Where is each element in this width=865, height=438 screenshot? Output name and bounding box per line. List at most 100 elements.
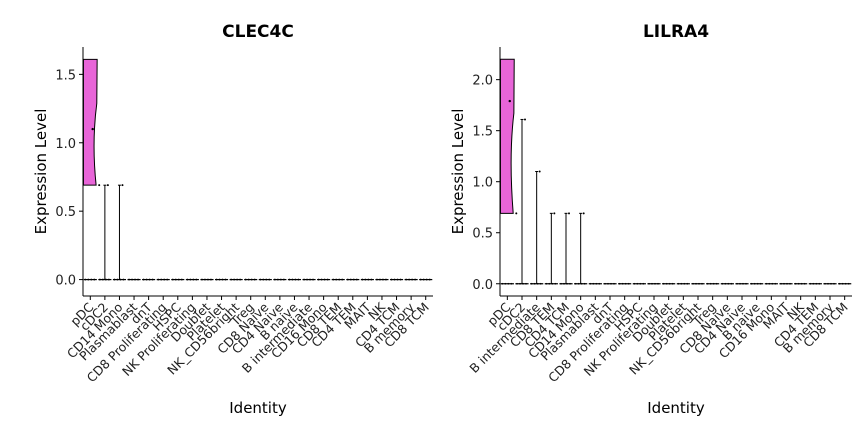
data-point — [515, 212, 518, 215]
data-point — [827, 282, 829, 285]
data-point — [780, 282, 782, 285]
data-point — [668, 282, 671, 285]
data-point — [651, 282, 653, 285]
data-point — [504, 282, 507, 285]
data-point — [250, 278, 253, 281]
data-point — [654, 282, 656, 285]
data-point — [399, 278, 402, 281]
chart-title: CLEC4C — [222, 22, 294, 42]
data-point — [87, 278, 90, 281]
data-point — [379, 278, 381, 281]
data-point — [636, 282, 639, 285]
data-point — [610, 282, 612, 285]
data-point — [530, 282, 533, 285]
data-point — [736, 282, 738, 285]
data-point — [582, 212, 585, 215]
data-point — [812, 282, 815, 285]
data-point — [309, 278, 311, 281]
data-point — [560, 282, 562, 285]
data-point — [346, 278, 349, 281]
data-point — [306, 278, 308, 281]
data-point — [730, 282, 733, 285]
data-point — [122, 278, 125, 281]
data-point — [507, 282, 510, 285]
data-point — [727, 282, 730, 285]
data-point — [163, 278, 166, 281]
data-point — [134, 278, 136, 281]
data-point — [709, 282, 712, 285]
y-tick-label: 0.5 — [472, 227, 493, 242]
data-point — [253, 278, 256, 281]
data-point — [553, 212, 556, 215]
data-point — [106, 184, 109, 187]
y-tick-label: 0.0 — [55, 274, 76, 289]
data-point — [142, 278, 145, 281]
violin-pdc — [82, 58, 98, 186]
data-point — [563, 282, 565, 285]
data-point — [624, 282, 627, 285]
data-point — [361, 278, 364, 281]
data-point — [501, 282, 504, 285]
data-point — [303, 278, 305, 281]
data-point — [218, 278, 221, 281]
chart-panel-clec4c: CLEC4C 0.0 0.5 1.0 1.5 Expression Level Identi… — [32, 22, 433, 417]
data-point — [692, 282, 694, 285]
data-point — [137, 278, 139, 281]
data-point — [195, 278, 198, 281]
data-point — [180, 278, 183, 281]
chart-panel-lilra4: LILRA4 0.0 0.5 1.0 1.5 2.0 Expression Level Ide… — [449, 22, 852, 417]
data-point — [201, 278, 203, 281]
data-point — [428, 278, 431, 281]
data-point — [551, 282, 554, 285]
data-point — [291, 278, 294, 281]
data-point — [745, 282, 747, 285]
data-point — [332, 278, 335, 281]
data-point — [422, 278, 425, 281]
data-point — [618, 282, 621, 285]
data-point — [98, 278, 101, 281]
data-point — [393, 278, 396, 281]
data-point — [554, 282, 557, 285]
data-point — [695, 282, 697, 285]
data-point — [268, 278, 271, 281]
data-point — [312, 278, 314, 281]
data-point — [282, 278, 285, 281]
y-tick-label: 1.0 — [472, 176, 493, 191]
data-point — [233, 278, 236, 281]
data-point — [192, 278, 195, 281]
data-point — [771, 282, 774, 285]
data-point — [204, 278, 206, 281]
data-point — [157, 278, 160, 281]
data-point — [131, 278, 133, 281]
data-point — [247, 278, 250, 281]
data-point — [288, 278, 291, 281]
data-point — [533, 282, 536, 285]
data-point — [171, 278, 174, 281]
data-point — [265, 278, 268, 281]
y-tick-label: 1.5 — [55, 68, 76, 83]
data-point — [189, 278, 192, 281]
data-point — [294, 278, 297, 281]
y-tick-label: 1.0 — [55, 137, 76, 152]
data-point — [701, 282, 703, 285]
data-point — [797, 282, 800, 285]
data-point — [230, 278, 233, 281]
data-point — [768, 282, 771, 285]
data-point — [320, 278, 323, 281]
violin-median-point — [508, 99, 511, 103]
x-axis-label: Identity — [229, 399, 287, 417]
data-point — [367, 278, 370, 281]
data-point — [592, 282, 595, 285]
data-point — [84, 278, 87, 281]
y-axis-label: Expression Level — [449, 109, 467, 235]
data-point — [724, 282, 727, 285]
data-point — [148, 278, 151, 281]
data-point — [662, 282, 665, 285]
data-point — [376, 278, 378, 281]
data-point — [577, 282, 580, 285]
data-point — [841, 282, 844, 285]
data-point — [698, 282, 700, 285]
data-point — [739, 282, 741, 285]
data-point — [847, 282, 850, 285]
